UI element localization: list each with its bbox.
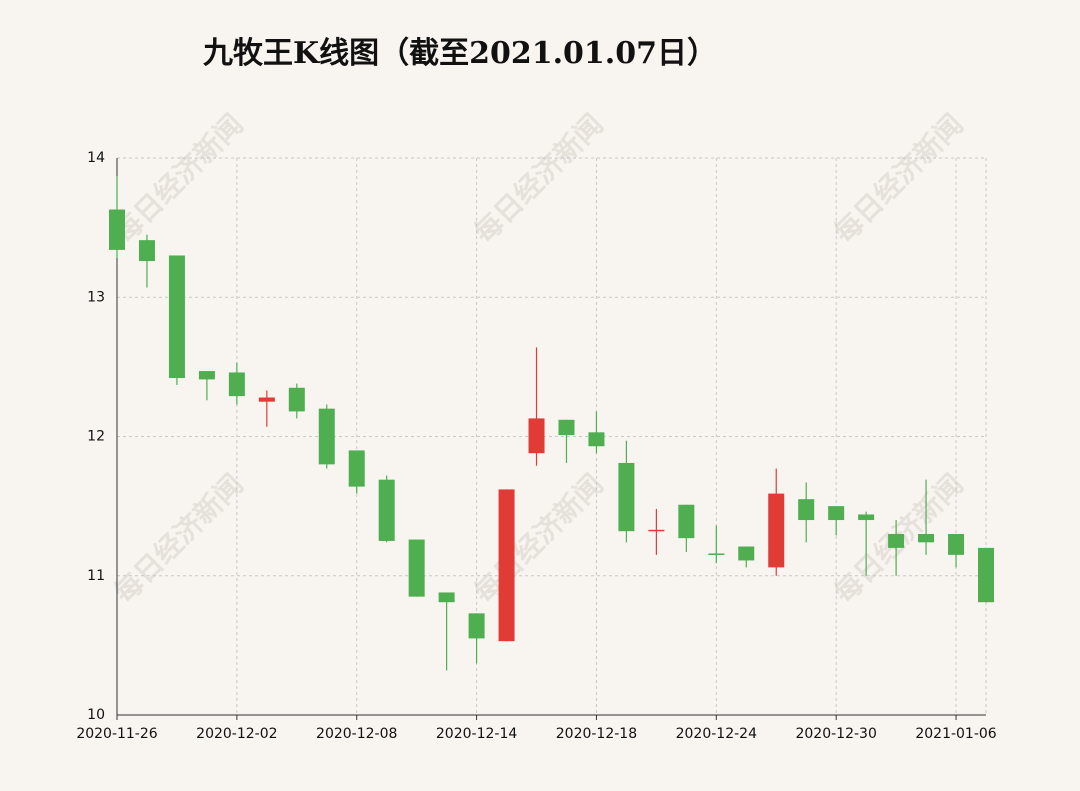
candle-body: [588, 432, 605, 447]
candle-body: [918, 533, 935, 543]
y-tick-label: 14: [87, 150, 105, 166]
candle-body: [198, 371, 215, 380]
candle-body: [528, 418, 545, 454]
chart-title: 九牧王K线图（截至2021.01.07日）: [203, 36, 717, 71]
candle-body: [618, 462, 635, 532]
candle-body: [348, 450, 365, 487]
candle-body: [768, 493, 785, 568]
candle-body: [648, 529, 665, 532]
candle-body: [498, 489, 515, 642]
candle-body: [228, 372, 245, 397]
candle-body: [888, 533, 905, 548]
x-tick-label: 2020-12-14: [436, 726, 517, 742]
candle-body: [948, 533, 965, 555]
watermark: 每日经济新闻: [468, 108, 610, 250]
watermark: 每日经济新闻: [108, 468, 250, 610]
candle-body: [288, 387, 305, 412]
y-tick-label: 11: [87, 568, 105, 584]
candle-body: [798, 499, 815, 521]
candle-body: [408, 539, 425, 597]
candle-body: [258, 397, 275, 402]
candle-body: [978, 547, 994, 603]
x-tick-label: 2020-12-24: [676, 726, 757, 742]
x-tick-label: 2020-12-18: [556, 726, 637, 742]
candle-body: [858, 514, 875, 521]
candle-body: [678, 504, 695, 539]
candle-body: [708, 553, 725, 555]
candle-body: [438, 592, 455, 603]
x-tick-label: 2021-01-06: [915, 726, 996, 742]
candle-body: [558, 419, 575, 436]
y-tick-label: 12: [87, 429, 105, 445]
candle-body: [109, 209, 125, 250]
x-tick-label: 2020-12-08: [316, 726, 397, 742]
candle-body: [378, 479, 395, 541]
y-tick-label: 13: [87, 289, 105, 305]
candle-body: [468, 613, 485, 639]
watermark: 每日经济新闻: [108, 108, 250, 250]
watermark: 每日经济新闻: [828, 108, 970, 250]
y-tick-label: 10: [87, 707, 105, 723]
candle-body: [738, 546, 755, 561]
watermark: 每日经济新闻: [468, 468, 610, 610]
candle-body: [168, 255, 185, 379]
x-tick-label: 2020-12-02: [196, 726, 277, 742]
x-tick-label: 2020-12-30: [795, 726, 876, 742]
candle-body: [138, 240, 155, 262]
x-tick-label: 2020-11-26: [76, 726, 157, 742]
candle-body: [828, 506, 845, 521]
candle-body: [318, 408, 335, 465]
